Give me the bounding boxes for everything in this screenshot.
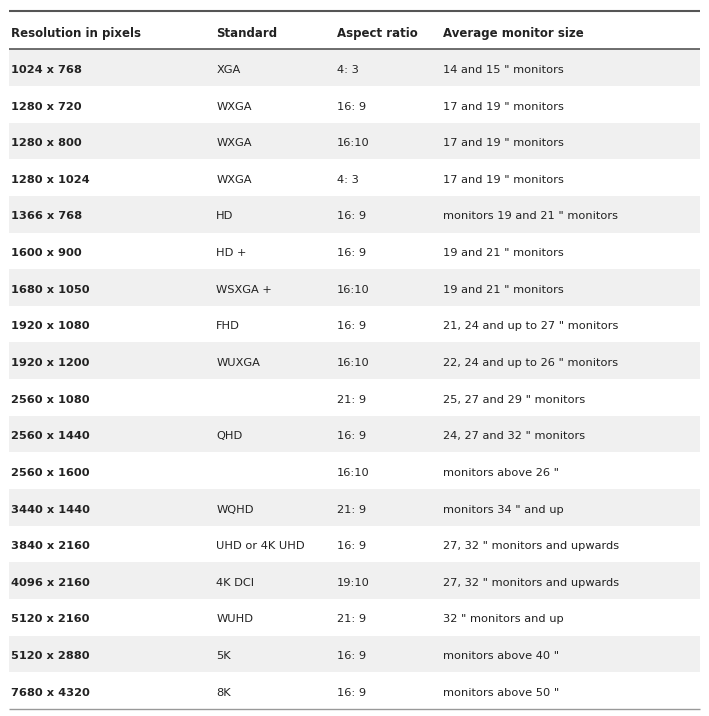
- Text: 14 and 15 " monitors: 14 and 15 " monitors: [443, 65, 564, 75]
- Bar: [9, 306, 700, 342]
- Text: 4: 3: 4: 3: [337, 175, 359, 185]
- Bar: [9, 49, 700, 86]
- Bar: [9, 562, 700, 599]
- Bar: [9, 379, 700, 416]
- Text: 27, 32 " monitors and upwards: 27, 32 " monitors and upwards: [443, 578, 619, 588]
- Text: 16: 9: 16: 9: [337, 102, 366, 112]
- Text: Standard: Standard: [216, 26, 277, 39]
- Text: 19:10: 19:10: [337, 578, 369, 588]
- Text: WQHD: WQHD: [216, 505, 254, 515]
- Bar: [9, 453, 700, 489]
- Text: 8K: 8K: [216, 688, 231, 697]
- Text: 27, 32 " monitors and upwards: 27, 32 " monitors and upwards: [443, 541, 619, 551]
- Text: 17 and 19 " monitors: 17 and 19 " monitors: [443, 102, 564, 112]
- Text: 19 and 21 " monitors: 19 and 21 " monitors: [443, 248, 564, 258]
- Bar: [9, 526, 700, 562]
- Text: 3840 x 2160: 3840 x 2160: [11, 541, 89, 551]
- Text: 21, 24 and up to 27 " monitors: 21, 24 and up to 27 " monitors: [443, 321, 618, 332]
- Text: 16: 9: 16: 9: [337, 211, 366, 221]
- Bar: [9, 489, 700, 526]
- Text: 16:10: 16:10: [337, 468, 369, 478]
- Text: 5120 x 2880: 5120 x 2880: [11, 651, 89, 661]
- Text: 1920 x 1200: 1920 x 1200: [11, 358, 89, 368]
- Text: Resolution in pixels: Resolution in pixels: [11, 26, 140, 39]
- Text: 32 " monitors and up: 32 " monitors and up: [443, 614, 564, 624]
- Text: Average monitor size: Average monitor size: [443, 26, 584, 39]
- Bar: [9, 599, 700, 636]
- Bar: [9, 159, 700, 196]
- Bar: [9, 11, 700, 49]
- Text: 17 and 19 " monitors: 17 and 19 " monitors: [443, 138, 564, 148]
- Bar: [9, 416, 700, 453]
- Text: WXGA: WXGA: [216, 138, 252, 148]
- Text: 1366 x 768: 1366 x 768: [11, 211, 82, 221]
- Text: HD: HD: [216, 211, 234, 221]
- Text: WXGA: WXGA: [216, 102, 252, 112]
- Text: 16:10: 16:10: [337, 358, 369, 368]
- Text: 1680 x 1050: 1680 x 1050: [11, 285, 89, 295]
- Text: Aspect ratio: Aspect ratio: [337, 26, 418, 39]
- Text: monitors above 26 ": monitors above 26 ": [443, 468, 559, 478]
- Text: 1280 x 1024: 1280 x 1024: [11, 175, 89, 185]
- Text: 16: 9: 16: 9: [337, 688, 366, 697]
- Bar: [9, 672, 700, 709]
- Text: monitors above 50 ": monitors above 50 ": [443, 688, 559, 697]
- Text: 16: 9: 16: 9: [337, 651, 366, 661]
- Text: UHD or 4K UHD: UHD or 4K UHD: [216, 541, 305, 551]
- Text: XGA: XGA: [216, 65, 240, 75]
- Text: HD +: HD +: [216, 248, 247, 258]
- Text: 16: 9: 16: 9: [337, 541, 366, 551]
- Bar: [9, 636, 700, 672]
- Bar: [9, 269, 700, 306]
- Text: QHD: QHD: [216, 431, 242, 441]
- Bar: [9, 86, 700, 122]
- Text: 5K: 5K: [216, 651, 231, 661]
- Text: 1280 x 720: 1280 x 720: [11, 102, 82, 112]
- Text: monitors 34 " and up: monitors 34 " and up: [443, 505, 564, 515]
- Text: 21: 9: 21: 9: [337, 505, 366, 515]
- Text: 4K DCI: 4K DCI: [216, 578, 255, 588]
- Text: WUHD: WUHD: [216, 614, 253, 624]
- Text: 25, 27 and 29 " monitors: 25, 27 and 29 " monitors: [443, 395, 586, 405]
- Text: FHD: FHD: [216, 321, 240, 332]
- Text: 17 and 19 " monitors: 17 and 19 " monitors: [443, 175, 564, 185]
- Bar: [9, 122, 700, 160]
- Text: 5120 x 2160: 5120 x 2160: [11, 614, 89, 624]
- Text: 1024 x 768: 1024 x 768: [11, 65, 82, 75]
- Text: monitors 19 and 21 " monitors: monitors 19 and 21 " monitors: [443, 211, 618, 221]
- Text: 1280 x 800: 1280 x 800: [11, 138, 82, 148]
- Text: WSXGA +: WSXGA +: [216, 285, 272, 295]
- Text: 7680 x 4320: 7680 x 4320: [11, 688, 89, 697]
- Text: 4: 3: 4: 3: [337, 65, 359, 75]
- Text: 19 and 21 " monitors: 19 and 21 " monitors: [443, 285, 564, 295]
- Bar: [9, 196, 700, 233]
- Text: 2560 x 1600: 2560 x 1600: [11, 468, 89, 478]
- Text: 21: 9: 21: 9: [337, 614, 366, 624]
- Bar: [9, 342, 700, 379]
- Text: 16: 9: 16: 9: [337, 431, 366, 441]
- Text: monitors above 40 ": monitors above 40 ": [443, 651, 559, 661]
- Text: 24, 27 and 32 " monitors: 24, 27 and 32 " monitors: [443, 431, 585, 441]
- Text: 22, 24 and up to 26 " monitors: 22, 24 and up to 26 " monitors: [443, 358, 618, 368]
- Text: 1920 x 1080: 1920 x 1080: [11, 321, 89, 332]
- Text: 16:10: 16:10: [337, 138, 369, 148]
- Text: 16:10: 16:10: [337, 285, 369, 295]
- Text: 3440 x 1440: 3440 x 1440: [11, 505, 89, 515]
- Text: WXGA: WXGA: [216, 175, 252, 185]
- Text: 16: 9: 16: 9: [337, 321, 366, 332]
- Text: 21: 9: 21: 9: [337, 395, 366, 405]
- Text: 2560 x 1440: 2560 x 1440: [11, 431, 89, 441]
- Text: 16: 9: 16: 9: [337, 248, 366, 258]
- Text: 1600 x 900: 1600 x 900: [11, 248, 82, 258]
- Bar: [9, 233, 700, 269]
- Text: 2560 x 1080: 2560 x 1080: [11, 395, 89, 405]
- Text: 4096 x 2160: 4096 x 2160: [11, 578, 89, 588]
- Text: WUXGA: WUXGA: [216, 358, 260, 368]
